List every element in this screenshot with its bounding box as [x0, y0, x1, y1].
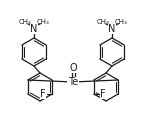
Text: F: F	[100, 89, 106, 99]
Text: N: N	[108, 24, 116, 34]
Text: N: N	[30, 24, 38, 34]
Text: CH₃: CH₃	[97, 19, 109, 25]
Text: O: O	[69, 63, 77, 73]
Text: CH₃: CH₃	[37, 19, 49, 25]
Text: CH₃: CH₃	[19, 19, 31, 25]
Text: CH₃: CH₃	[115, 19, 127, 25]
Text: Te: Te	[68, 77, 78, 87]
Text: F: F	[40, 89, 46, 99]
